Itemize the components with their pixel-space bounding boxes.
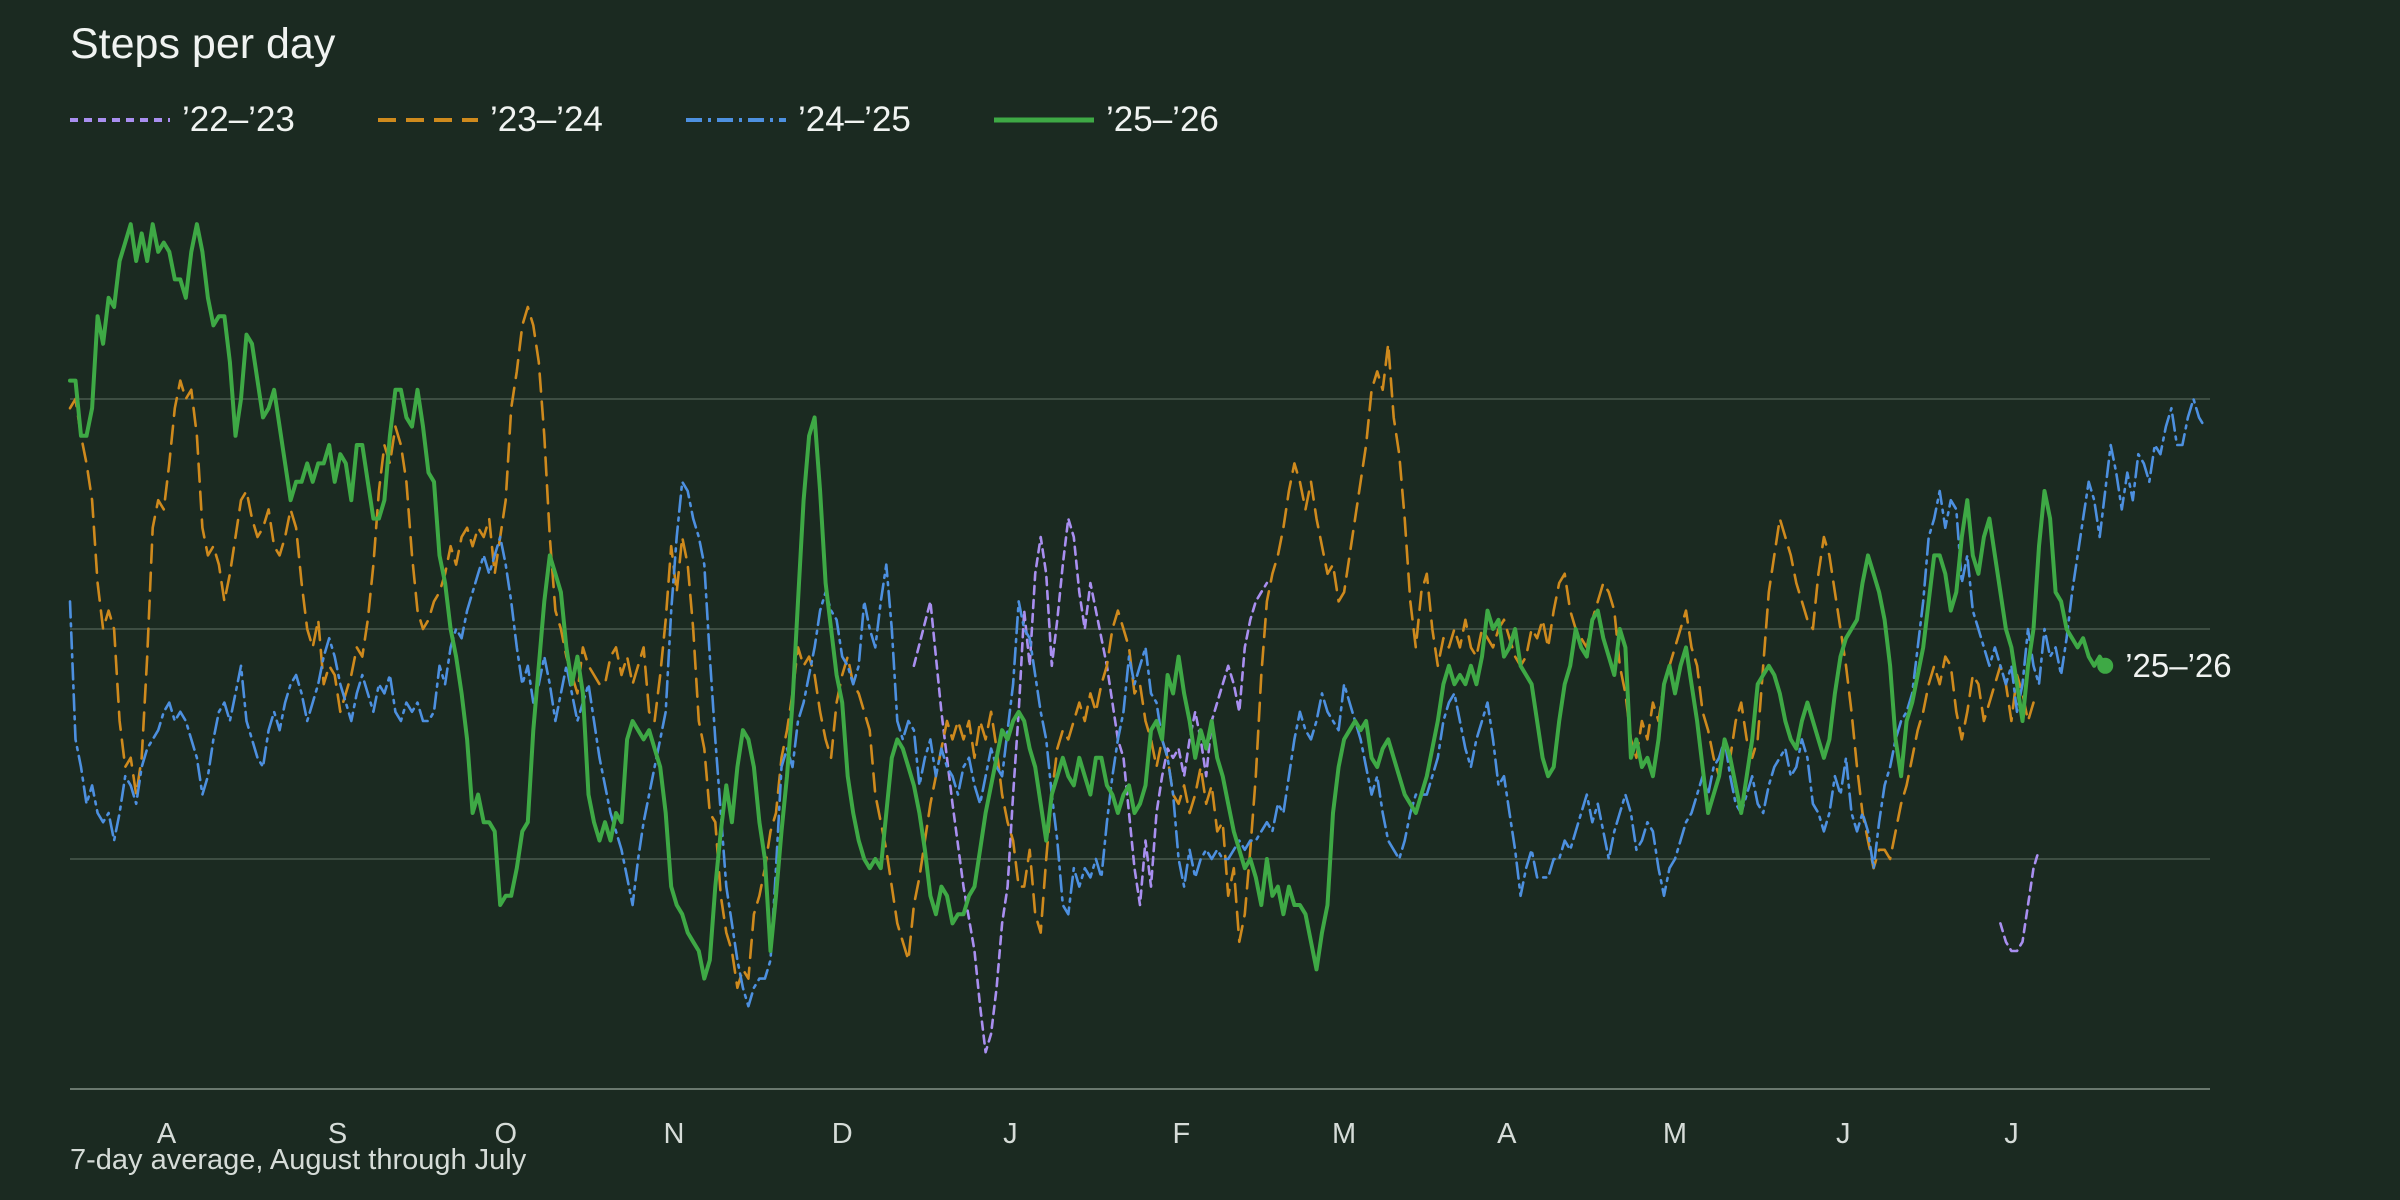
legend-swatch-2025-26 [994, 117, 1094, 123]
end-marker-label: ’25–’26 [2125, 647, 2231, 684]
legend: ’22–’23 ’23–’24 ’24–’25 ’25–’26 [70, 100, 1302, 140]
legend-label-2022-23: ’22–’23 [182, 100, 295, 139]
x-tick-label-1: A [157, 1118, 177, 1150]
chart-subtitle: 7-day average, August through July [70, 1144, 527, 1176]
chart-title: Steps per day [70, 20, 336, 68]
x-tick-label-6: J [1003, 1118, 1018, 1150]
x-tick-label-12: J [2004, 1118, 2019, 1150]
x-tick-label-8: M [1332, 1118, 1356, 1150]
series-line-2022-23-part-2 [1999, 848, 2041, 953]
x-tick-label-2: S [328, 1118, 347, 1150]
series-line-2024-25 [68, 397, 2206, 1008]
series-line-2025-26 [68, 222, 2108, 981]
legend-item-2024-25: ’24–’25 [686, 100, 994, 140]
x-tick-label-5: D [832, 1118, 853, 1150]
end-marker-dot [2097, 657, 2114, 674]
legend-label-2023-24: ’23–’24 [490, 100, 603, 139]
series-layer [68, 222, 2206, 1054]
x-tick-label-10: M [1663, 1118, 1687, 1150]
legend-item-2023-24: ’23–’24 [378, 100, 686, 140]
legend-swatch-2023-24 [378, 118, 478, 122]
x-tick-label-7: F [1173, 1118, 1191, 1150]
grid-lines [70, 398, 2210, 1090]
x-tick-label-11: J [1836, 1118, 1851, 1150]
x-tick-label-9: A [1497, 1118, 1517, 1150]
legend-item-2022-23: ’22–’23 [70, 100, 378, 140]
x-tick-label-4: N [663, 1118, 684, 1150]
end-markers: ’25–’26 [2097, 647, 2232, 684]
legend-label-2025-26: ’25–’26 [1106, 100, 1219, 139]
legend-label-2024-25: ’24–’25 [798, 100, 911, 139]
legend-swatch-2022-23 [70, 118, 170, 122]
x-tick-label-3: O [494, 1118, 517, 1150]
legend-item-2025-26: ’25–’26 [994, 100, 1302, 140]
legend-swatch-2024-25 [686, 118, 786, 122]
